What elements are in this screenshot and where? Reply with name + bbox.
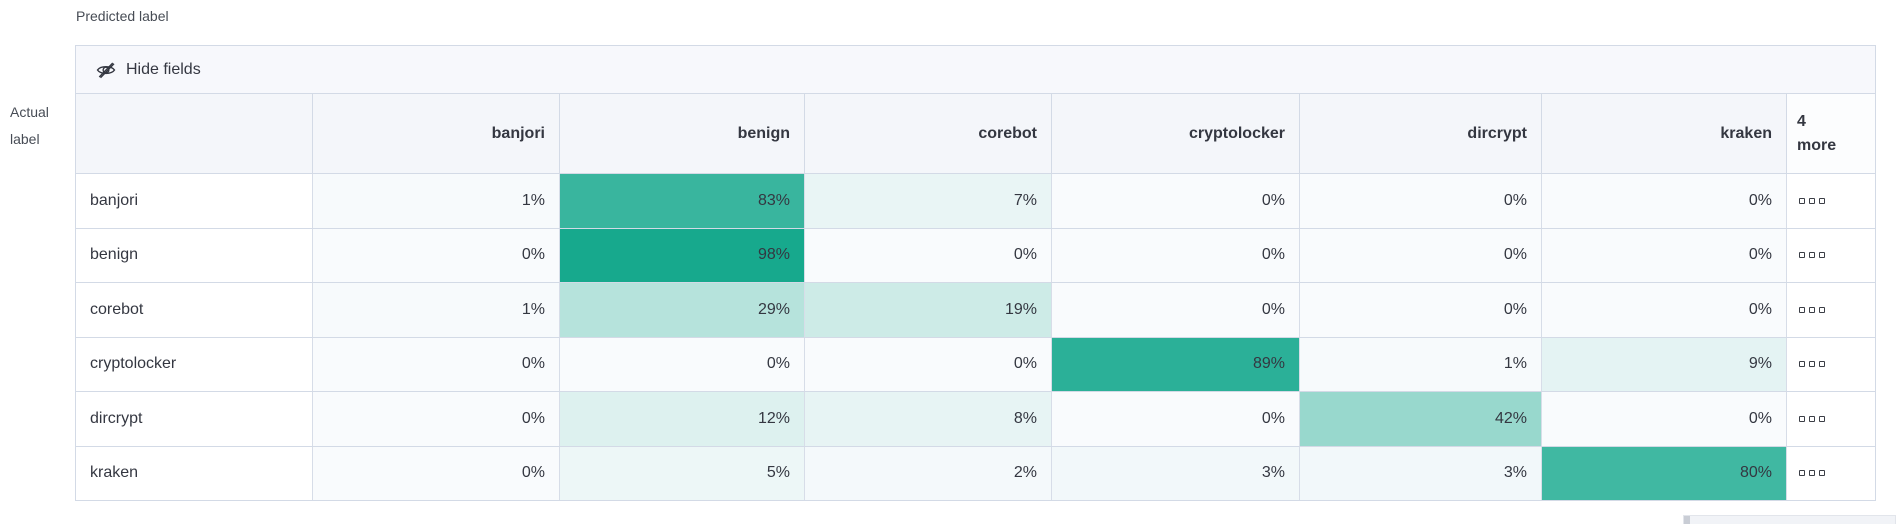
more-dot-icon (1809, 197, 1815, 204)
cell-cryptolocker-benign: 0% (559, 337, 804, 391)
cell-banjori-dircrypt: 0% (1299, 174, 1541, 228)
more-dot-icon (1819, 361, 1825, 368)
more-dot-icon (1819, 306, 1825, 313)
more-dot-icon (1799, 415, 1805, 422)
header-cell-cryptolocker[interactable]: cryptolocker (1051, 94, 1299, 173)
data-rows: banjori 1% 83% 7% 0% 0% 0% benign 0% 98% 0% 0% 0% 0% c… (76, 173, 1875, 500)
more-values-cell-banjori[interactable] (1786, 174, 1875, 228)
hide-fields-label: Hide fields (126, 60, 201, 78)
cell-cryptolocker-banjori: 0% (312, 337, 559, 391)
horizontal-scrollbar[interactable] (1683, 515, 1896, 524)
row-label-dircrypt: dircrypt (76, 392, 312, 446)
header-cell-more[interactable]: 4 more (1786, 94, 1875, 173)
cell-kraken-benign: 5% (559, 446, 804, 500)
cell-corebot-banjori: 1% (312, 283, 559, 337)
more-dot-icon (1809, 306, 1815, 313)
cell-cryptolocker-dircrypt: 1% (1299, 337, 1541, 391)
more-values-cell-kraken[interactable] (1786, 446, 1875, 500)
cell-banjori-benign: 83% (559, 174, 804, 228)
cell-benign-corebot: 0% (804, 228, 1051, 282)
more-dot-icon (1799, 197, 1805, 204)
cell-dircrypt-dircrypt: 42% (1299, 392, 1541, 446)
predicted-label: Predicted label (76, 8, 169, 24)
more-dot-icon (1819, 197, 1825, 204)
hide-fields-button[interactable]: Hide fields (76, 46, 1875, 94)
cell-corebot-cryptolocker: 0% (1051, 283, 1299, 337)
cell-dircrypt-corebot: 8% (804, 392, 1051, 446)
table-row-benign: benign 0% 98% 0% 0% 0% 0% (76, 227, 1875, 282)
cell-benign-dircrypt: 0% (1299, 228, 1541, 282)
row-label-kraken: kraken (76, 446, 312, 500)
cell-kraken-cryptolocker: 3% (1051, 446, 1299, 500)
cell-corebot-corebot: 19% (804, 283, 1051, 337)
row-label-banjori: banjori (76, 174, 312, 228)
header-cell-benign[interactable]: benign (559, 94, 804, 173)
header-cell-banjori[interactable]: banjori (312, 94, 559, 173)
cell-benign-kraken: 0% (1541, 228, 1786, 282)
cell-banjori-corebot: 7% (804, 174, 1051, 228)
more-dot-icon (1799, 252, 1805, 259)
table-row-banjori: banjori 1% 83% 7% 0% 0% 0% (76, 173, 1875, 228)
cell-corebot-kraken: 0% (1541, 283, 1786, 337)
more-dot-icon (1819, 470, 1825, 477)
cell-kraken-kraken: 80% (1541, 446, 1786, 500)
cell-banjori-banjori: 1% (312, 174, 559, 228)
more-dot-icon (1809, 470, 1815, 477)
table-row-kraken: kraken 0% 5% 2% 3% 3% 80% (76, 445, 1875, 500)
more-values-cell-cryptolocker[interactable] (1786, 337, 1875, 391)
cell-cryptolocker-cryptolocker: 89% (1051, 337, 1299, 391)
more-dot-icon (1809, 252, 1815, 259)
table-row-dircrypt: dircrypt 0% 12% 8% 0% 42% 0% (76, 391, 1875, 446)
eye-closed-icon (96, 62, 116, 78)
cell-benign-banjori: 0% (312, 228, 559, 282)
more-values-cell-benign[interactable] (1786, 228, 1875, 282)
more-dot-icon (1819, 415, 1825, 422)
actual-label: Actual label (10, 104, 49, 147)
more-values-cell-corebot[interactable] (1786, 283, 1875, 337)
more-dot-icon (1799, 470, 1805, 477)
cell-corebot-benign: 29% (559, 283, 804, 337)
cell-dircrypt-cryptolocker: 0% (1051, 392, 1299, 446)
cell-banjori-cryptolocker: 0% (1051, 174, 1299, 228)
more-dot-icon (1809, 361, 1815, 368)
cell-kraken-banjori: 0% (312, 446, 559, 500)
cell-dircrypt-benign: 12% (559, 392, 804, 446)
row-label-cryptolocker: cryptolocker (76, 337, 312, 391)
header-row: banjori benign corebot cryptolocker dircrypt… (76, 94, 1875, 173)
scrollbar-thumb-edge (1684, 516, 1690, 524)
cell-corebot-dircrypt: 0% (1299, 283, 1541, 337)
cell-dircrypt-kraken: 0% (1541, 392, 1786, 446)
cell-kraken-dircrypt: 3% (1299, 446, 1541, 500)
cell-kraken-corebot: 2% (804, 446, 1051, 500)
more-dot-icon (1799, 306, 1805, 313)
more-values-cell-dircrypt[interactable] (1786, 392, 1875, 446)
header-cell-corebot[interactable]: corebot (804, 94, 1051, 173)
header-cell-dircrypt[interactable]: dircrypt (1299, 94, 1541, 173)
table-row-corebot: corebot 1% 29% 19% 0% 0% 0% (76, 282, 1875, 337)
cell-benign-benign: 98% (559, 228, 804, 282)
table-row-cryptolocker: cryptolocker 0% 0% 0% 89% 1% 9% (76, 336, 1875, 391)
confusion-matrix-grid: banjori benign corebot cryptolocker dircrypt… (76, 94, 1875, 500)
cell-dircrypt-banjori: 0% (312, 392, 559, 446)
cell-benign-cryptolocker: 0% (1051, 228, 1299, 282)
cell-cryptolocker-kraken: 9% (1541, 337, 1786, 391)
header-cell-kraken[interactable]: kraken (1541, 94, 1786, 173)
more-dot-icon (1809, 415, 1815, 422)
cell-cryptolocker-corebot: 0% (804, 337, 1051, 391)
row-label-benign: benign (76, 228, 312, 282)
confusion-matrix-panel: Hide fields banjori benign corebot cryptolo… (75, 45, 1876, 501)
header-corner-cell (76, 94, 312, 173)
row-label-corebot: corebot (76, 283, 312, 337)
more-dot-icon (1819, 252, 1825, 259)
more-dot-icon (1799, 361, 1805, 368)
cell-banjori-kraken: 0% (1541, 174, 1786, 228)
